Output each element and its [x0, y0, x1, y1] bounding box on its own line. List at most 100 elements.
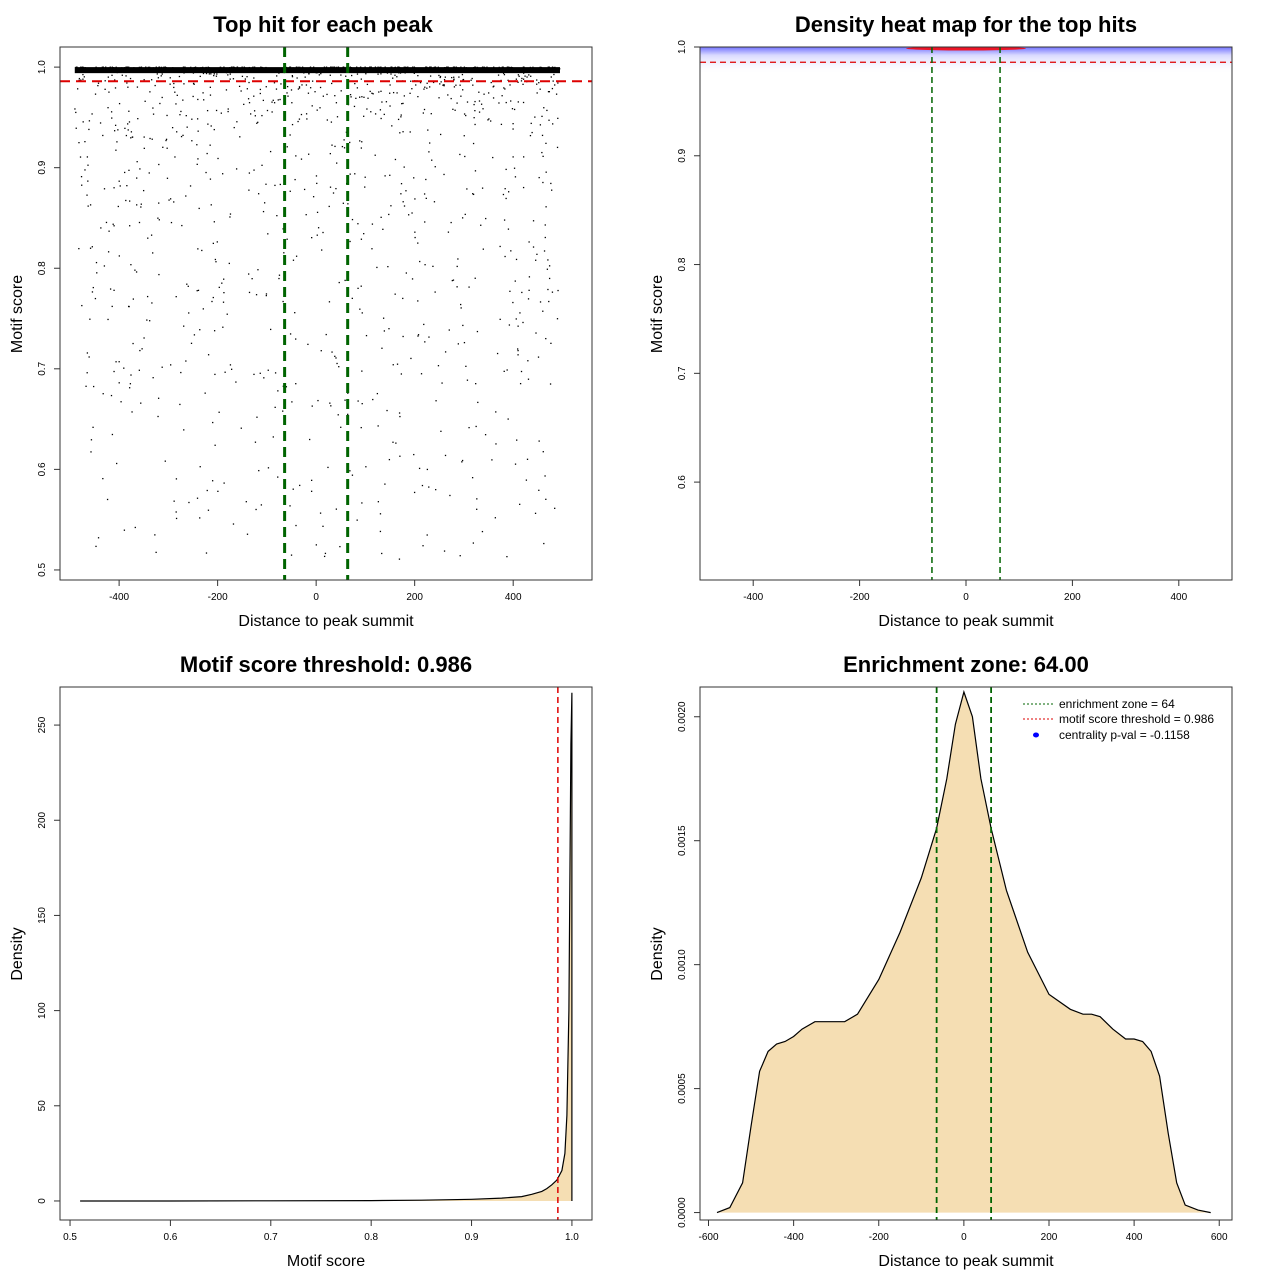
scatter-point — [207, 66, 209, 68]
scatter-point — [414, 236, 416, 239]
scatter-point — [549, 383, 552, 385]
scatter-point — [164, 66, 166, 69]
scatter-point — [169, 83, 171, 85]
scatter-point — [335, 187, 337, 190]
scatter-point — [538, 82, 540, 84]
scatter-point — [374, 113, 377, 115]
scatter-point — [295, 255, 298, 257]
scatter-point — [291, 76, 294, 78]
scatter-point — [550, 182, 552, 185]
scatter-point — [379, 66, 381, 69]
scatter-point — [331, 82, 333, 85]
scatter-point — [449, 494, 451, 497]
scatter-point — [286, 146, 288, 148]
scatter-point — [257, 193, 260, 195]
scatter-point — [535, 259, 537, 261]
scatter-point — [532, 66, 534, 68]
scatter-point — [108, 230, 110, 232]
scatter-point — [276, 215, 278, 217]
scatter-point — [519, 503, 521, 506]
scatter-point — [170, 364, 172, 366]
scatter-point — [223, 292, 225, 294]
scatter-point — [389, 105, 391, 107]
scatter-point — [472, 193, 475, 196]
scatter-point — [303, 69, 305, 72]
scatter-point — [527, 298, 530, 300]
scatter-point — [349, 470, 351, 472]
scatter-point — [545, 498, 547, 500]
scatter-point — [417, 334, 420, 336]
scatter-point — [400, 373, 403, 375]
scatter-point — [89, 204, 92, 206]
scatter-point — [336, 116, 339, 118]
scatter-point — [179, 403, 181, 406]
scatter-point — [274, 406, 276, 409]
scatter-point — [187, 70, 190, 72]
scatter-point — [426, 468, 429, 471]
scatter-point — [175, 511, 177, 513]
scatter-point — [385, 101, 388, 103]
scatter-point — [124, 171, 126, 174]
scatter-point — [383, 113, 385, 116]
scatter-point — [547, 91, 550, 93]
scatter-point — [390, 73, 392, 75]
scatter-point — [209, 86, 212, 88]
scatter-point — [324, 71, 326, 73]
scatter-point — [502, 193, 505, 196]
scatter-point — [316, 182, 318, 185]
scatter-point — [459, 69, 461, 71]
scatter-point — [76, 66, 78, 68]
scatter-point — [478, 100, 481, 102]
scatter-point — [350, 96, 352, 98]
scatter-point — [460, 66, 462, 68]
scatter-point — [240, 90, 242, 92]
scatter-point — [361, 403, 363, 405]
scatter-point — [350, 67, 353, 69]
scatter-point — [107, 107, 109, 109]
scatter-point — [311, 236, 313, 239]
x-tick-label: 0 — [961, 1232, 967, 1243]
x-tick-label: 200 — [1041, 1232, 1058, 1243]
scatter-point — [111, 74, 113, 76]
y-tick-label: 0.0005 — [677, 1073, 688, 1104]
scatter-point — [531, 131, 533, 134]
scatter-point — [548, 66, 550, 68]
scatter-point — [229, 213, 232, 215]
scatter-point — [185, 115, 187, 117]
scatter-point — [335, 508, 338, 510]
scatter-point — [225, 71, 228, 74]
scatter-point — [180, 371, 182, 374]
scatter-point — [485, 217, 487, 220]
scatter-point — [295, 66, 298, 68]
scatter-point — [271, 111, 273, 113]
scatter-point — [210, 125, 212, 127]
scatter-point — [542, 155, 544, 158]
panel-score-threshold: Motif score threshold: 0.986 0.5 0.6 0.7 0.… — [9, 652, 593, 1270]
scatter-point — [417, 242, 419, 244]
scatter-point — [197, 248, 199, 250]
scatter-point — [413, 177, 415, 179]
scatter-point — [169, 77, 171, 79]
scatter-point — [374, 66, 377, 68]
legend-point-centrality — [1033, 732, 1039, 738]
scatter-point — [440, 430, 442, 432]
scatter-point — [465, 67, 468, 69]
scatter-point — [181, 224, 183, 227]
scatter-point — [503, 73, 506, 76]
scatter-point — [404, 72, 406, 74]
scatter-point — [515, 78, 518, 80]
scatter-point — [193, 334, 196, 336]
scatter-point — [82, 121, 84, 123]
x-tick-label: -200 — [208, 592, 228, 603]
scatter-point — [329, 70, 331, 73]
scatter-point — [509, 70, 512, 72]
scatter-point — [113, 225, 115, 227]
scatter-point — [402, 297, 404, 300]
scatter-point — [435, 69, 437, 72]
scatter-point — [451, 68, 454, 71]
scatter-point — [408, 214, 410, 216]
scatter-point — [111, 305, 113, 308]
scatter-point — [218, 286, 220, 289]
scatter-point — [94, 297, 97, 300]
scatter-point — [256, 416, 258, 418]
